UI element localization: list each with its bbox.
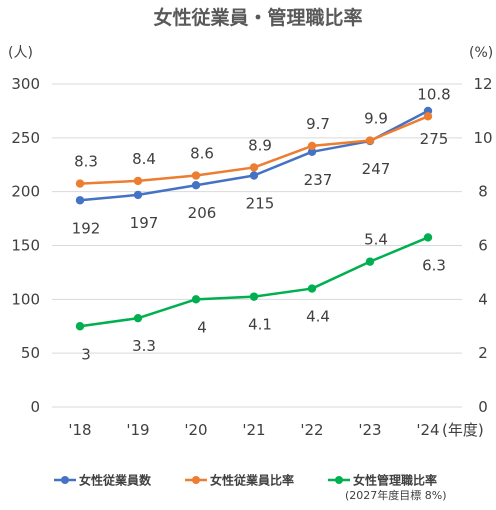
- data-label: 9.7: [306, 115, 330, 133]
- data-point: [423, 112, 433, 121]
- legend-label: 女性管理職比率: [353, 473, 437, 488]
- legend-marker: [61, 476, 69, 484]
- legend-marker: [335, 476, 343, 484]
- data-point: [133, 190, 143, 200]
- data-label: 4.1: [248, 316, 272, 334]
- x-tick-label: '24: [416, 421, 439, 439]
- left-tick-label: 250: [11, 129, 40, 147]
- data-label: 3: [81, 345, 91, 363]
- x-tick-label: '20: [184, 421, 207, 439]
- data-point: [75, 196, 85, 205]
- data-label: 8.6: [190, 145, 214, 163]
- right-axis-unit: (%): [469, 45, 493, 61]
- data-point: [133, 313, 143, 323]
- data-point: [307, 141, 317, 151]
- data-point: [191, 181, 201, 190]
- left-tick-label: 300: [11, 75, 40, 93]
- legend-note: (2027年度目標 8%): [345, 488, 447, 502]
- x-tick-label: '23: [358, 421, 381, 439]
- left-tick-label: 50: [21, 344, 40, 362]
- right-tick-label: 12: [473, 75, 492, 93]
- x-axis-unit: (年度): [442, 421, 484, 439]
- data-point: [307, 284, 317, 293]
- data-label: 197: [130, 214, 159, 232]
- data-label: 4: [197, 318, 207, 336]
- left-tick-label: 200: [11, 183, 40, 201]
- data-label: 8.9: [248, 136, 272, 154]
- series-line: [79, 236, 429, 328]
- data-point: [423, 233, 433, 242]
- x-axis: '18 '19 '20 '21 '22 '23 '24: [68, 421, 439, 439]
- data-label: 192: [72, 219, 101, 237]
- left-tick-label: 0: [30, 398, 40, 416]
- data-point: [249, 292, 259, 301]
- data-label: 9.9: [364, 110, 388, 128]
- right-axis: 0 2 4 6 8 10 12: [473, 75, 492, 416]
- x-tick-label: '22: [300, 421, 323, 439]
- data-label: 4.4: [306, 308, 330, 326]
- data-point: [365, 136, 375, 145]
- x-tick-label: '21: [242, 421, 265, 439]
- data-label: 8.3: [74, 153, 98, 171]
- data-label: 6.3: [422, 256, 446, 274]
- right-tick-label: 2: [478, 344, 488, 362]
- data-point: [249, 171, 259, 180]
- data-point: [75, 322, 85, 331]
- data-label: 215: [246, 195, 275, 213]
- data-label: 247: [362, 160, 391, 178]
- series-2: 8.3 8.4 8.6 8.9 9.7 9.9 10.8: [74, 85, 451, 188]
- legend-label: 女性従業員比率: [210, 473, 294, 488]
- data-label: 8.4: [132, 150, 156, 168]
- legend-marker: [192, 476, 200, 484]
- right-tick-label: 0: [478, 398, 488, 416]
- data-point: [191, 171, 201, 180]
- data-point: [249, 163, 259, 172]
- series-1: 192 197 206 215 237 247 275: [72, 106, 449, 237]
- data-point: [75, 179, 85, 188]
- data-label: 10.8: [417, 85, 450, 103]
- gridlines: [52, 83, 462, 408]
- left-axis-unit: (人): [8, 45, 33, 61]
- data-point: [191, 295, 201, 304]
- right-tick-label: 6: [478, 237, 488, 255]
- series-3: 3 3.3 4 4.1 4.4 5.4 6.3: [75, 231, 446, 363]
- right-tick-label: 8: [478, 183, 488, 201]
- right-tick-label: 10: [473, 129, 492, 147]
- left-tick-label: 150: [11, 237, 40, 255]
- data-point: [133, 176, 143, 186]
- left-axis: 0 50 100 150 200 250 300: [11, 75, 40, 416]
- right-tick-label: 4: [478, 290, 488, 308]
- data-point: [307, 147, 317, 157]
- legend-label: 女性従業員数: [79, 473, 152, 488]
- chart-title: 女性従業員・管理職比率: [153, 6, 362, 29]
- legend: 女性従業員数 女性従業員比率 女性管理職比率: [54, 473, 437, 488]
- x-tick-label: '18: [68, 421, 91, 439]
- data-label: 3.3: [132, 337, 156, 355]
- data-label: 275: [420, 130, 449, 148]
- left-tick-label: 100: [11, 290, 40, 308]
- data-label: 5.4: [364, 231, 388, 249]
- data-label: 237: [304, 171, 333, 189]
- data-point: [365, 257, 375, 266]
- data-label: 206: [188, 204, 217, 222]
- x-tick-label: '19: [126, 421, 149, 439]
